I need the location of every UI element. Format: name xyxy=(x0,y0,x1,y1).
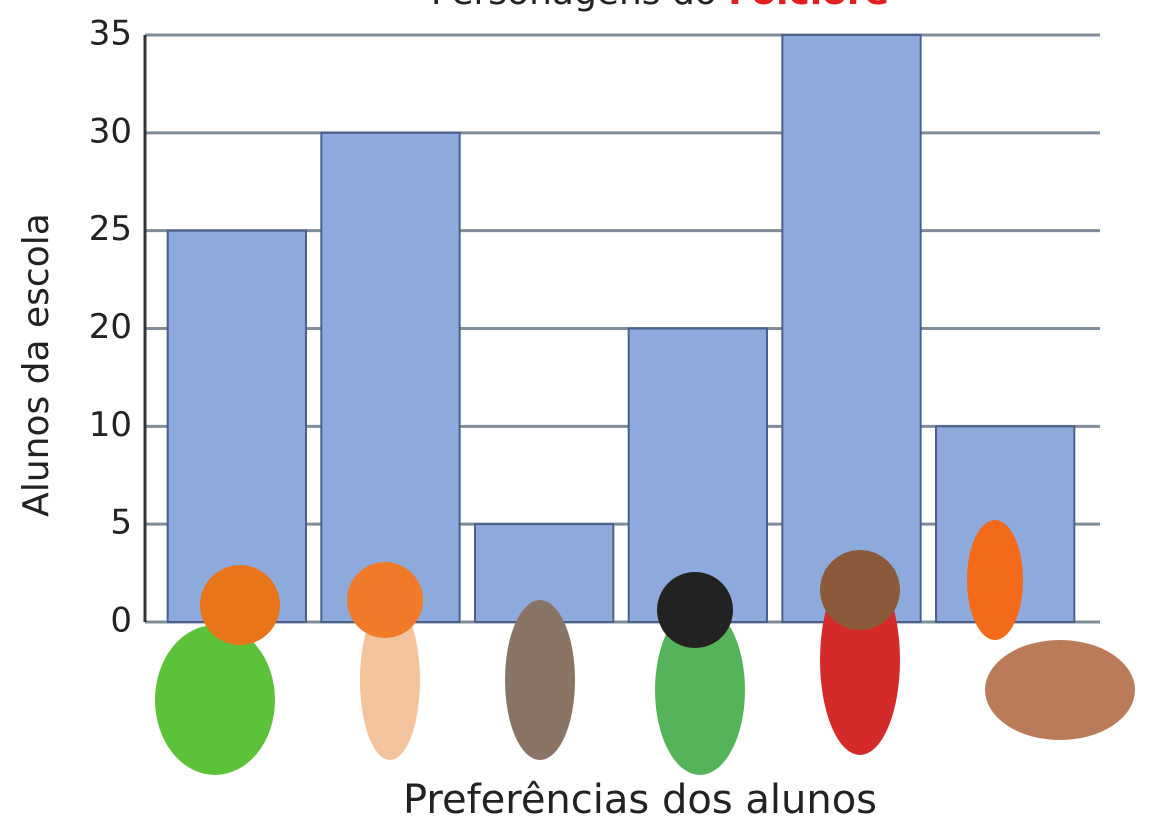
y-tick-label: 10 xyxy=(89,405,132,445)
bar xyxy=(166,229,307,624)
y-axis-label: Alunos da escola xyxy=(16,213,57,517)
chart-title: Personagens do Folclore xyxy=(431,0,889,13)
bar xyxy=(320,131,461,623)
character-fire xyxy=(967,520,1023,640)
character-iara xyxy=(655,605,745,775)
character-hair xyxy=(200,565,280,645)
y-tick-label: 25 xyxy=(89,209,132,249)
y-tick-label: 35 xyxy=(89,14,132,54)
bar xyxy=(781,34,922,623)
characters xyxy=(155,520,1135,775)
title-main: Personagens do xyxy=(431,0,717,13)
x-axis-label: Preferências dos alunos xyxy=(403,777,877,823)
character-curupira xyxy=(360,600,420,760)
y-tick-label: 0 xyxy=(110,601,132,641)
character-hair xyxy=(657,572,733,648)
character-lobisomem xyxy=(505,600,575,760)
plot-area: 0 5 10 20 25 30 35 xyxy=(89,14,1100,641)
y-tick-label: 20 xyxy=(89,307,132,347)
character-mula xyxy=(985,640,1135,740)
title-highlight: Folclore xyxy=(728,0,889,13)
character-face xyxy=(820,550,900,630)
character-cuca xyxy=(155,625,275,775)
y-tick-label: 5 xyxy=(110,503,132,543)
y-tick-label: 30 xyxy=(89,111,132,151)
character-hair xyxy=(347,562,423,638)
